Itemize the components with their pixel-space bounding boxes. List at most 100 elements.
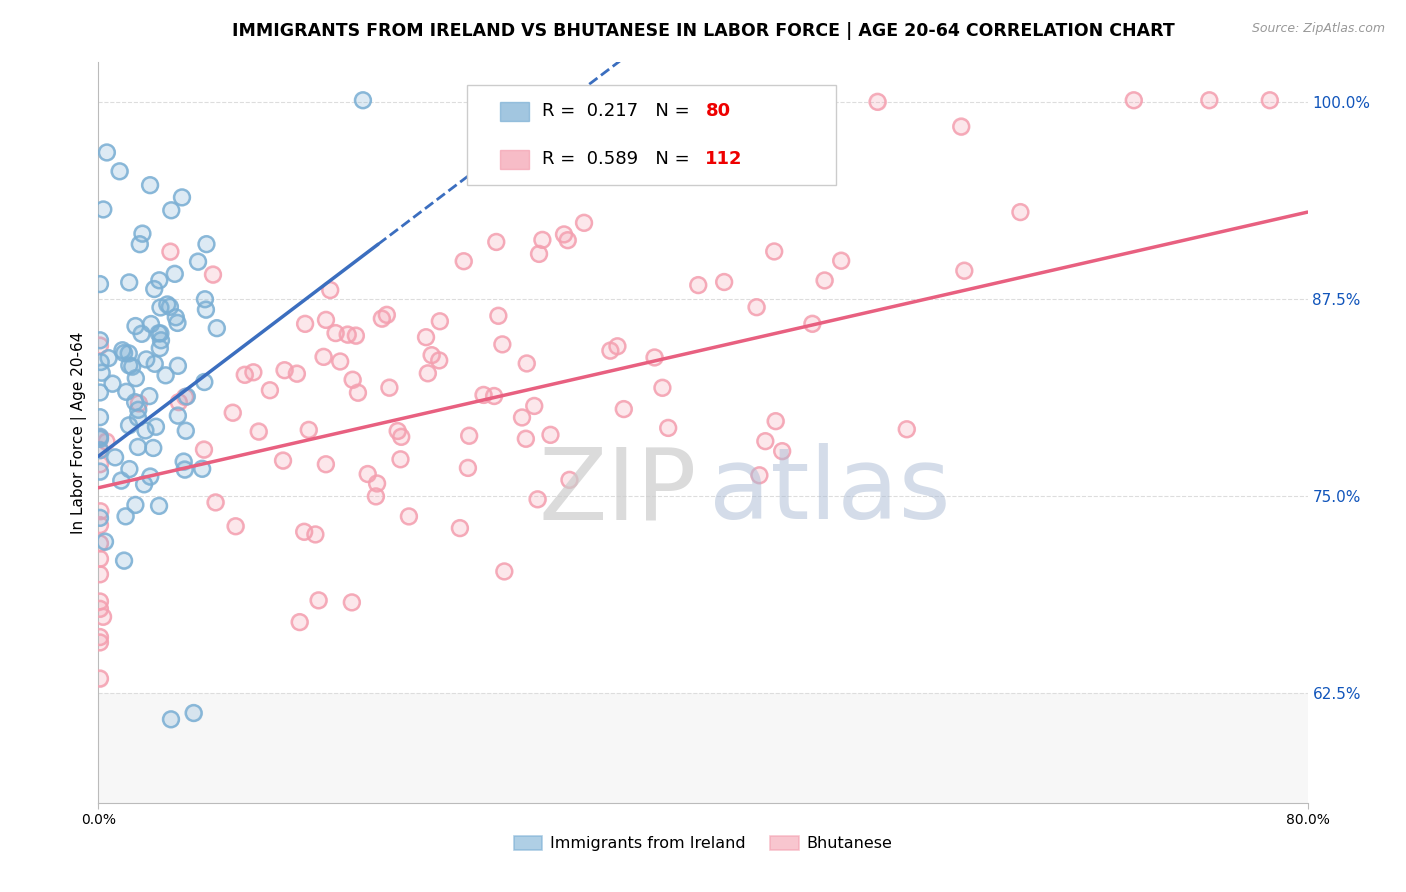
Point — [174, 424, 197, 438]
Point — [523, 399, 546, 413]
Point — [491, 337, 513, 351]
Point — [121, 359, 143, 374]
Point — [813, 273, 835, 287]
Point — [515, 432, 537, 446]
Point — [233, 368, 256, 382]
Point — [233, 368, 256, 382]
Point — [118, 276, 141, 290]
Point — [472, 388, 495, 402]
Point — [89, 672, 111, 686]
Point — [315, 313, 337, 327]
Point — [128, 237, 150, 252]
Point — [308, 593, 330, 607]
Point — [387, 424, 409, 438]
Point — [148, 499, 170, 513]
Point — [347, 385, 370, 400]
Point — [950, 120, 973, 134]
Point — [104, 450, 127, 465]
Point — [143, 357, 166, 371]
Point — [89, 430, 111, 444]
Point — [112, 346, 135, 360]
Point — [344, 328, 367, 343]
Point — [96, 434, 118, 449]
Point — [1122, 93, 1144, 107]
Point — [138, 389, 160, 403]
Point — [1258, 93, 1281, 107]
Point — [96, 434, 118, 449]
Point — [953, 263, 976, 277]
Point — [288, 615, 311, 629]
Point — [242, 365, 264, 379]
Point — [149, 333, 172, 347]
Point — [89, 672, 111, 686]
Point — [763, 244, 786, 259]
Point — [526, 492, 548, 507]
Point — [89, 457, 111, 471]
Point — [166, 409, 188, 423]
Point — [304, 527, 326, 541]
Point — [1122, 93, 1144, 107]
Point — [420, 348, 443, 362]
Point — [90, 366, 112, 380]
Point — [193, 442, 215, 457]
Point — [89, 432, 111, 446]
Point — [183, 706, 205, 720]
Point — [336, 327, 359, 342]
Point — [304, 527, 326, 541]
Point — [271, 453, 294, 467]
Point — [194, 302, 217, 317]
Point — [294, 317, 316, 331]
Point — [294, 317, 316, 331]
Point — [131, 326, 153, 341]
Point — [160, 712, 183, 726]
Point — [110, 474, 132, 488]
Point — [247, 425, 270, 439]
Point — [131, 227, 153, 241]
Point — [148, 326, 170, 341]
Text: R =  0.217   N =: R = 0.217 N = — [543, 103, 696, 120]
Point — [319, 283, 342, 297]
Point — [449, 521, 471, 535]
Point — [389, 452, 412, 467]
Point — [124, 395, 146, 409]
Point — [329, 354, 352, 368]
Point — [89, 443, 111, 458]
Point — [457, 461, 479, 475]
Point — [193, 442, 215, 457]
Text: Source: ZipAtlas.com: Source: ZipAtlas.com — [1251, 22, 1385, 36]
Point — [149, 341, 172, 355]
Text: ZIP: ZIP — [538, 443, 697, 541]
Point — [754, 434, 776, 449]
Point — [801, 317, 824, 331]
Point — [166, 409, 188, 423]
Point — [312, 350, 335, 364]
Point — [112, 553, 135, 567]
Point — [124, 395, 146, 409]
Point — [204, 495, 226, 509]
Point — [89, 333, 111, 347]
Point — [510, 410, 533, 425]
Point — [145, 419, 167, 434]
Point — [127, 440, 149, 454]
Point — [91, 202, 114, 217]
Point — [148, 326, 170, 341]
Point — [325, 326, 347, 340]
Point — [173, 454, 195, 468]
Point — [89, 442, 111, 457]
Point — [173, 454, 195, 468]
Point — [118, 418, 141, 433]
Point — [165, 310, 187, 325]
Point — [159, 244, 181, 259]
Point — [174, 390, 197, 404]
Bar — [98, 692, 1308, 803]
Point — [770, 444, 793, 458]
Point — [1258, 93, 1281, 107]
Point — [124, 319, 146, 334]
Point — [174, 390, 197, 404]
Point — [205, 321, 228, 335]
Point — [754, 434, 776, 449]
Point — [292, 524, 315, 539]
Point — [651, 381, 673, 395]
Point — [315, 457, 337, 471]
Point — [101, 376, 124, 391]
